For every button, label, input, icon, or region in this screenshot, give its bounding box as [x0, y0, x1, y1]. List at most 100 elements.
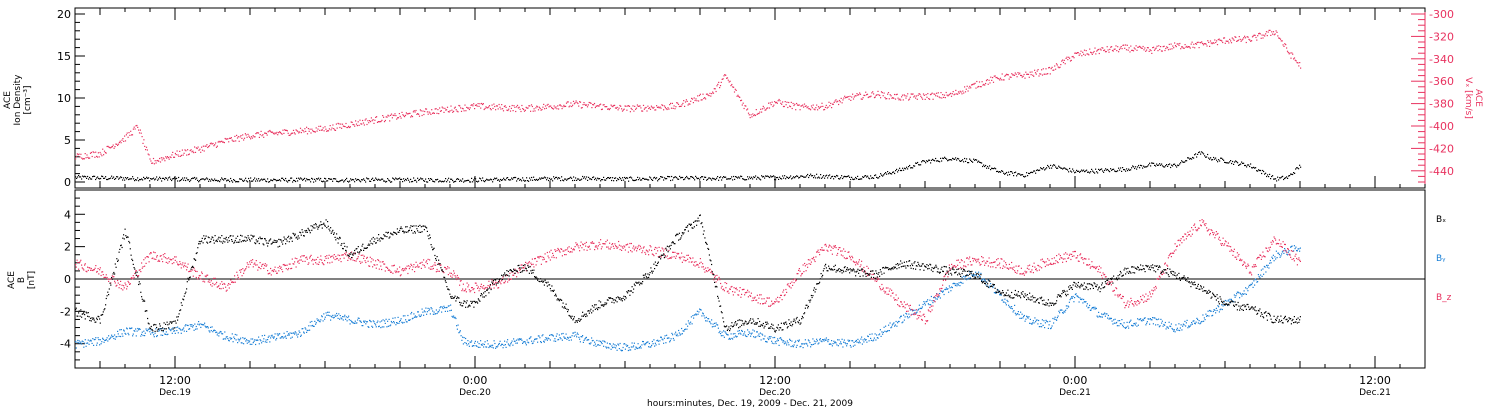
velocity-series-point — [409, 112, 411, 114]
by-series-point — [906, 313, 908, 315]
bz-series-point — [186, 266, 188, 268]
by-series-point — [939, 293, 941, 295]
by-series-point — [957, 283, 959, 285]
density-series-point — [1101, 168, 1103, 170]
bz-series-point — [339, 254, 341, 257]
density-series-point — [246, 180, 248, 182]
velocity-series-point — [455, 109, 457, 111]
by-series-point — [928, 304, 930, 306]
density-series-point — [1292, 173, 1294, 176]
density-series-point — [805, 176, 807, 178]
density-series-point — [999, 171, 1001, 173]
density-series-point — [813, 177, 815, 179]
bz-series-point — [229, 283, 231, 285]
bz-series-point — [190, 270, 192, 272]
by-series-point — [636, 347, 638, 349]
velocity-series-point — [1019, 72, 1021, 74]
velocity-series-point — [496, 105, 498, 107]
by-series-point — [1134, 322, 1136, 325]
by-series-point — [513, 340, 515, 342]
density-series-point — [236, 181, 238, 183]
by-series-point — [361, 325, 363, 327]
density-series-point — [449, 181, 451, 183]
velocity-series-point — [942, 94, 944, 96]
density-series-point — [1141, 165, 1143, 167]
velocity-series-point — [667, 107, 669, 109]
by-series-point — [1218, 306, 1220, 308]
velocity-series-point — [158, 160, 160, 162]
by-series-point — [799, 346, 801, 348]
density-series-point — [428, 178, 430, 180]
density-series-point — [179, 180, 181, 182]
bz-series-point — [248, 266, 250, 268]
velocity-series-point — [507, 109, 509, 112]
by-series-point — [1218, 311, 1220, 313]
bz-series-point — [141, 267, 143, 269]
velocity-series-point — [307, 128, 309, 130]
velocity-series-point — [91, 155, 93, 158]
by-series-point — [1280, 255, 1282, 257]
density-series-point — [304, 177, 306, 179]
by-series-point — [985, 284, 987, 286]
velocity-series-point — [431, 109, 433, 111]
velocity-series-point — [326, 130, 328, 132]
velocity-series-point — [308, 130, 310, 132]
density-series-point — [628, 180, 630, 182]
velocity-series-point — [549, 105, 551, 107]
by-series-point — [347, 316, 349, 319]
density-series-point — [636, 179, 638, 181]
by-series-point — [894, 325, 896, 327]
velocity-series-point — [245, 134, 247, 136]
by-series-point — [740, 333, 742, 335]
bz-series-point — [201, 271, 203, 273]
by-series-point — [1119, 320, 1121, 322]
velocity-series-point — [637, 105, 639, 107]
by-series-point — [526, 339, 528, 341]
by-series-point — [1278, 254, 1280, 256]
by-series-point — [334, 314, 336, 316]
velocity-series-point — [1293, 57, 1296, 59]
velocity-series-point — [435, 108, 437, 110]
density-series-point — [633, 179, 635, 182]
bz-series-point — [534, 257, 536, 260]
velocity-series-point — [632, 105, 634, 107]
by-series-point — [921, 307, 923, 310]
by-series-point — [83, 346, 85, 348]
density-series-point — [767, 175, 769, 177]
velocity-series-point — [424, 110, 426, 113]
bz-series-point — [313, 259, 315, 261]
density-series-point — [181, 178, 183, 181]
by-series-point — [188, 328, 190, 330]
by-series-point — [952, 283, 954, 285]
by-series-point — [1042, 324, 1044, 326]
density-series-point — [292, 181, 294, 183]
by-series-point — [98, 339, 100, 341]
velocity-series-point — [1132, 50, 1135, 52]
by-series-point — [369, 320, 371, 322]
bz-series-point — [297, 260, 299, 262]
by-series-point — [1248, 286, 1250, 288]
bz-series-point — [432, 265, 434, 267]
bz-series-point — [316, 263, 318, 265]
velocity-series-point — [623, 108, 625, 110]
velocity-series-point — [339, 126, 341, 129]
by-series-point — [631, 342, 633, 344]
by-series-point — [629, 349, 631, 351]
by-series-point — [616, 349, 618, 351]
velocity-series-point — [85, 157, 87, 159]
density-series-point — [381, 178, 383, 180]
by-series-point — [622, 346, 624, 349]
velocity-series-point — [754, 114, 757, 117]
density-series-point — [239, 178, 241, 180]
density-series-point — [86, 177, 88, 179]
density-series-point — [350, 178, 352, 180]
density-series-point — [361, 179, 363, 181]
velocity-series-point — [958, 92, 960, 94]
bz-series-point — [327, 262, 329, 264]
bz-series-point — [546, 261, 548, 263]
density-series-point — [826, 174, 828, 176]
velocity-series-point — [867, 96, 869, 99]
by-series-point — [96, 342, 98, 344]
velocity-series-point — [1209, 40, 1212, 42]
by-series-point — [187, 324, 189, 327]
